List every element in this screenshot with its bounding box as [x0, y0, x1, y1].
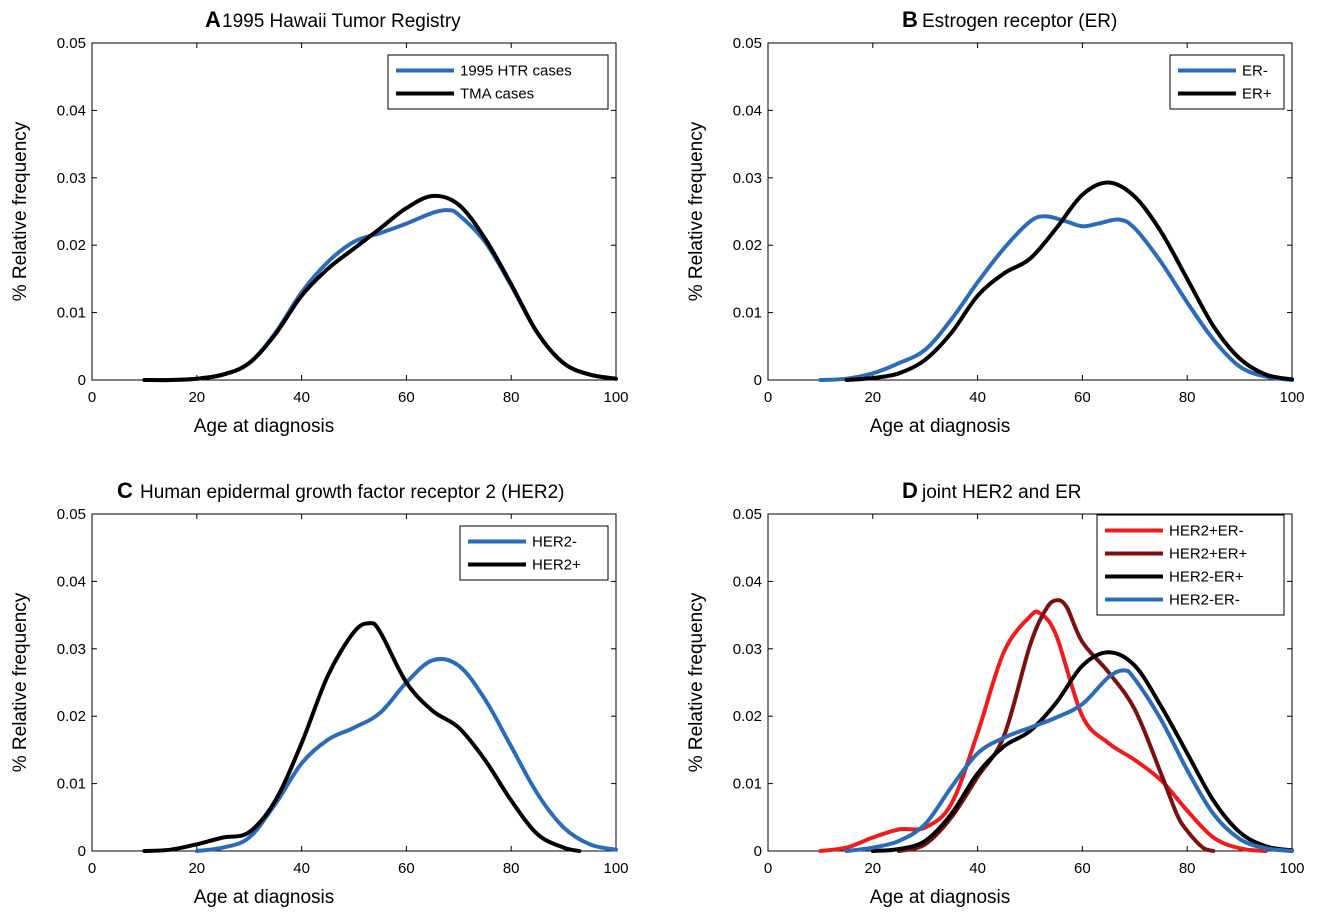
- panel-a-letter: A: [205, 7, 221, 32]
- panel-a-legend-label: 1995 HTR cases: [460, 63, 572, 80]
- panel-d-series-line-2: [897, 598, 1216, 853]
- panel-b-ytick-label: 0.01: [733, 305, 762, 322]
- panel-c-title: Human epidermal growth factor receptor 2…: [140, 482, 565, 503]
- panel-c-xtick-label: 60: [398, 860, 415, 877]
- panel-a-legend-box: [387, 54, 609, 110]
- panel-b-x-axis-label: Age at diagnosis: [870, 416, 1011, 437]
- panel-d-xtick-label: 100: [1279, 860, 1304, 877]
- panel-d-legend-label: HER2+ER-: [1169, 523, 1244, 540]
- panel-b-xtick-label: 40: [969, 389, 986, 406]
- panel-d-series-line-4: [844, 668, 1294, 853]
- panel-c-ytick-label: 0.04: [57, 573, 86, 590]
- panel-d-ytick-label: 0.02: [733, 708, 762, 725]
- panel-c-legend-label: HER2+: [532, 557, 581, 574]
- panel-d-series-line-3: [870, 650, 1294, 853]
- panel-a-ytick-label: 0: [78, 372, 86, 389]
- panel-a-xtick-label: 60: [398, 389, 415, 406]
- panel-a: 0 20 40 60 80 100 0 0.01 0.02 0.03 0.04 0.05 Age at …: [10, 7, 629, 437]
- panel-a-ytick-label: 0.03: [57, 170, 86, 187]
- panel-c-ytick-label: 0.05: [57, 506, 86, 523]
- panel-a-axes-box: [91, 42, 617, 381]
- panel-a-series-line-2: [142, 193, 618, 383]
- panel-c-xtick-label: 0: [88, 860, 96, 877]
- panel-a-xtick-label: 20: [188, 389, 205, 406]
- panel-d-ytick-label: 0.03: [733, 641, 762, 658]
- panel-d-xtick-label: 80: [1179, 860, 1196, 877]
- panel-b-legend-label: ER-: [1242, 63, 1268, 80]
- panel-d-ytick-label: 0: [754, 843, 762, 860]
- panel-d-series-line-1: [818, 609, 1268, 853]
- panel-b-ytick-label: 0.04: [733, 102, 762, 119]
- panel-b-legend-label: ER+: [1242, 86, 1272, 103]
- panel-d-axes-box: [767, 513, 1293, 852]
- panel-c: 0 20 40 60 80 100 0 0.01 0.02 0.03 0.04 0.05 Age at …: [10, 478, 629, 908]
- panel-a-title: 1995 Hawaii Tumor Registry: [222, 11, 461, 32]
- panel-d-xtick-label: 60: [1074, 860, 1091, 877]
- panel-b-xtick-label: 80: [1179, 389, 1196, 406]
- panel-d-title: joint HER2 and ER: [921, 482, 1081, 503]
- panel-c-x-axis-label: Age at diagnosis: [194, 887, 335, 908]
- panel-a-series-line-1: [142, 208, 618, 383]
- panel-d-xtick-label: 0: [764, 860, 772, 877]
- panel-b-letter: B: [902, 7, 918, 32]
- panel-c-series-line-2: [142, 621, 582, 853]
- panel-a-legend-label: TMA cases: [460, 86, 534, 103]
- panel-c-xtick-label: 80: [503, 860, 520, 877]
- panel-d-ytick-label: 0.05: [733, 506, 762, 523]
- panel-a-ytick-label: 0.05: [57, 35, 86, 52]
- panel-c-ytick-label: 0.03: [57, 641, 86, 658]
- panel-b-title: Estrogen receptor (ER): [922, 11, 1117, 32]
- panel-d-legend-label: HER2-ER-: [1169, 592, 1240, 609]
- panel-a-y-axis-label: % Relative frequency: [10, 121, 31, 301]
- panel-a-xtick-label: 100: [603, 389, 628, 406]
- panel-b-series-line-2: [844, 180, 1294, 382]
- panel-c-xtick-label: 100: [603, 860, 628, 877]
- panel-a-ytick-label: 0.01: [57, 305, 86, 322]
- panel-d-ytick-label: 0.04: [733, 573, 762, 590]
- panel-b: 0 20 40 60 80 100 0 0.01 0.02 0.03 0.04 0.05 Age at …: [686, 7, 1305, 437]
- panel-d-xtick-label: 20: [864, 860, 881, 877]
- panel-a-xtick-label: 0: [88, 389, 96, 406]
- panel-d-xtick-label: 40: [969, 860, 986, 877]
- panel-d: 0 20 40 60 80 100 0 0.01 0.02 0.03 0.04 0.05 Age at …: [686, 478, 1305, 908]
- panel-a-xtick-label: 80: [503, 389, 520, 406]
- panel-b-legend-box: [1169, 54, 1285, 110]
- panel-b-axes-box: [767, 42, 1293, 381]
- panel-b-ytick-label: 0.05: [733, 35, 762, 52]
- panel-b-xtick-label: 100: [1279, 389, 1304, 406]
- panel-c-legend-box: [459, 525, 609, 581]
- panel-d-x-axis-label: Age at diagnosis: [870, 887, 1011, 908]
- panel-c-ytick-label: 0.01: [57, 776, 86, 793]
- panel-a-ytick-label: 0.02: [57, 237, 86, 254]
- panel-c-ytick-label: 0.02: [57, 708, 86, 725]
- panel-b-xtick-label: 60: [1074, 389, 1091, 406]
- panel-c-ytick-label: 0: [78, 843, 86, 860]
- panel-b-ytick-label: 0.02: [733, 237, 762, 254]
- panel-b-xtick-label: 0: [764, 389, 772, 406]
- panel-b-ytick-label: 0: [754, 372, 762, 389]
- panel-d-letter: D: [902, 478, 918, 503]
- panel-a-xtick-label: 40: [293, 389, 310, 406]
- panel-a-ytick-label: 0.04: [57, 102, 86, 119]
- panel-b-ytick-label: 0.03: [733, 170, 762, 187]
- panel-c-y-axis-label: % Relative frequency: [10, 592, 31, 772]
- panel-c-xtick-label: 40: [293, 860, 310, 877]
- panel-c-axes-box: [91, 513, 617, 852]
- panel-d-ytick-label: 0.01: [733, 776, 762, 793]
- panel-a-x-axis-label: Age at diagnosis: [194, 416, 335, 437]
- panel-b-xtick-label: 20: [864, 389, 881, 406]
- panel-b-y-axis-label: % Relative frequency: [686, 121, 707, 301]
- panel-c-letter: C: [117, 478, 133, 503]
- panel-d-legend-label: HER2-ER+: [1169, 569, 1244, 586]
- panel-d-legend-label: HER2+ER+: [1169, 546, 1248, 563]
- panel-c-legend-label: HER2-: [532, 534, 577, 551]
- panel-c-xtick-label: 20: [188, 860, 205, 877]
- panel-b-series-line-1: [818, 214, 1294, 382]
- panel-d-y-axis-label: % Relative frequency: [686, 592, 707, 772]
